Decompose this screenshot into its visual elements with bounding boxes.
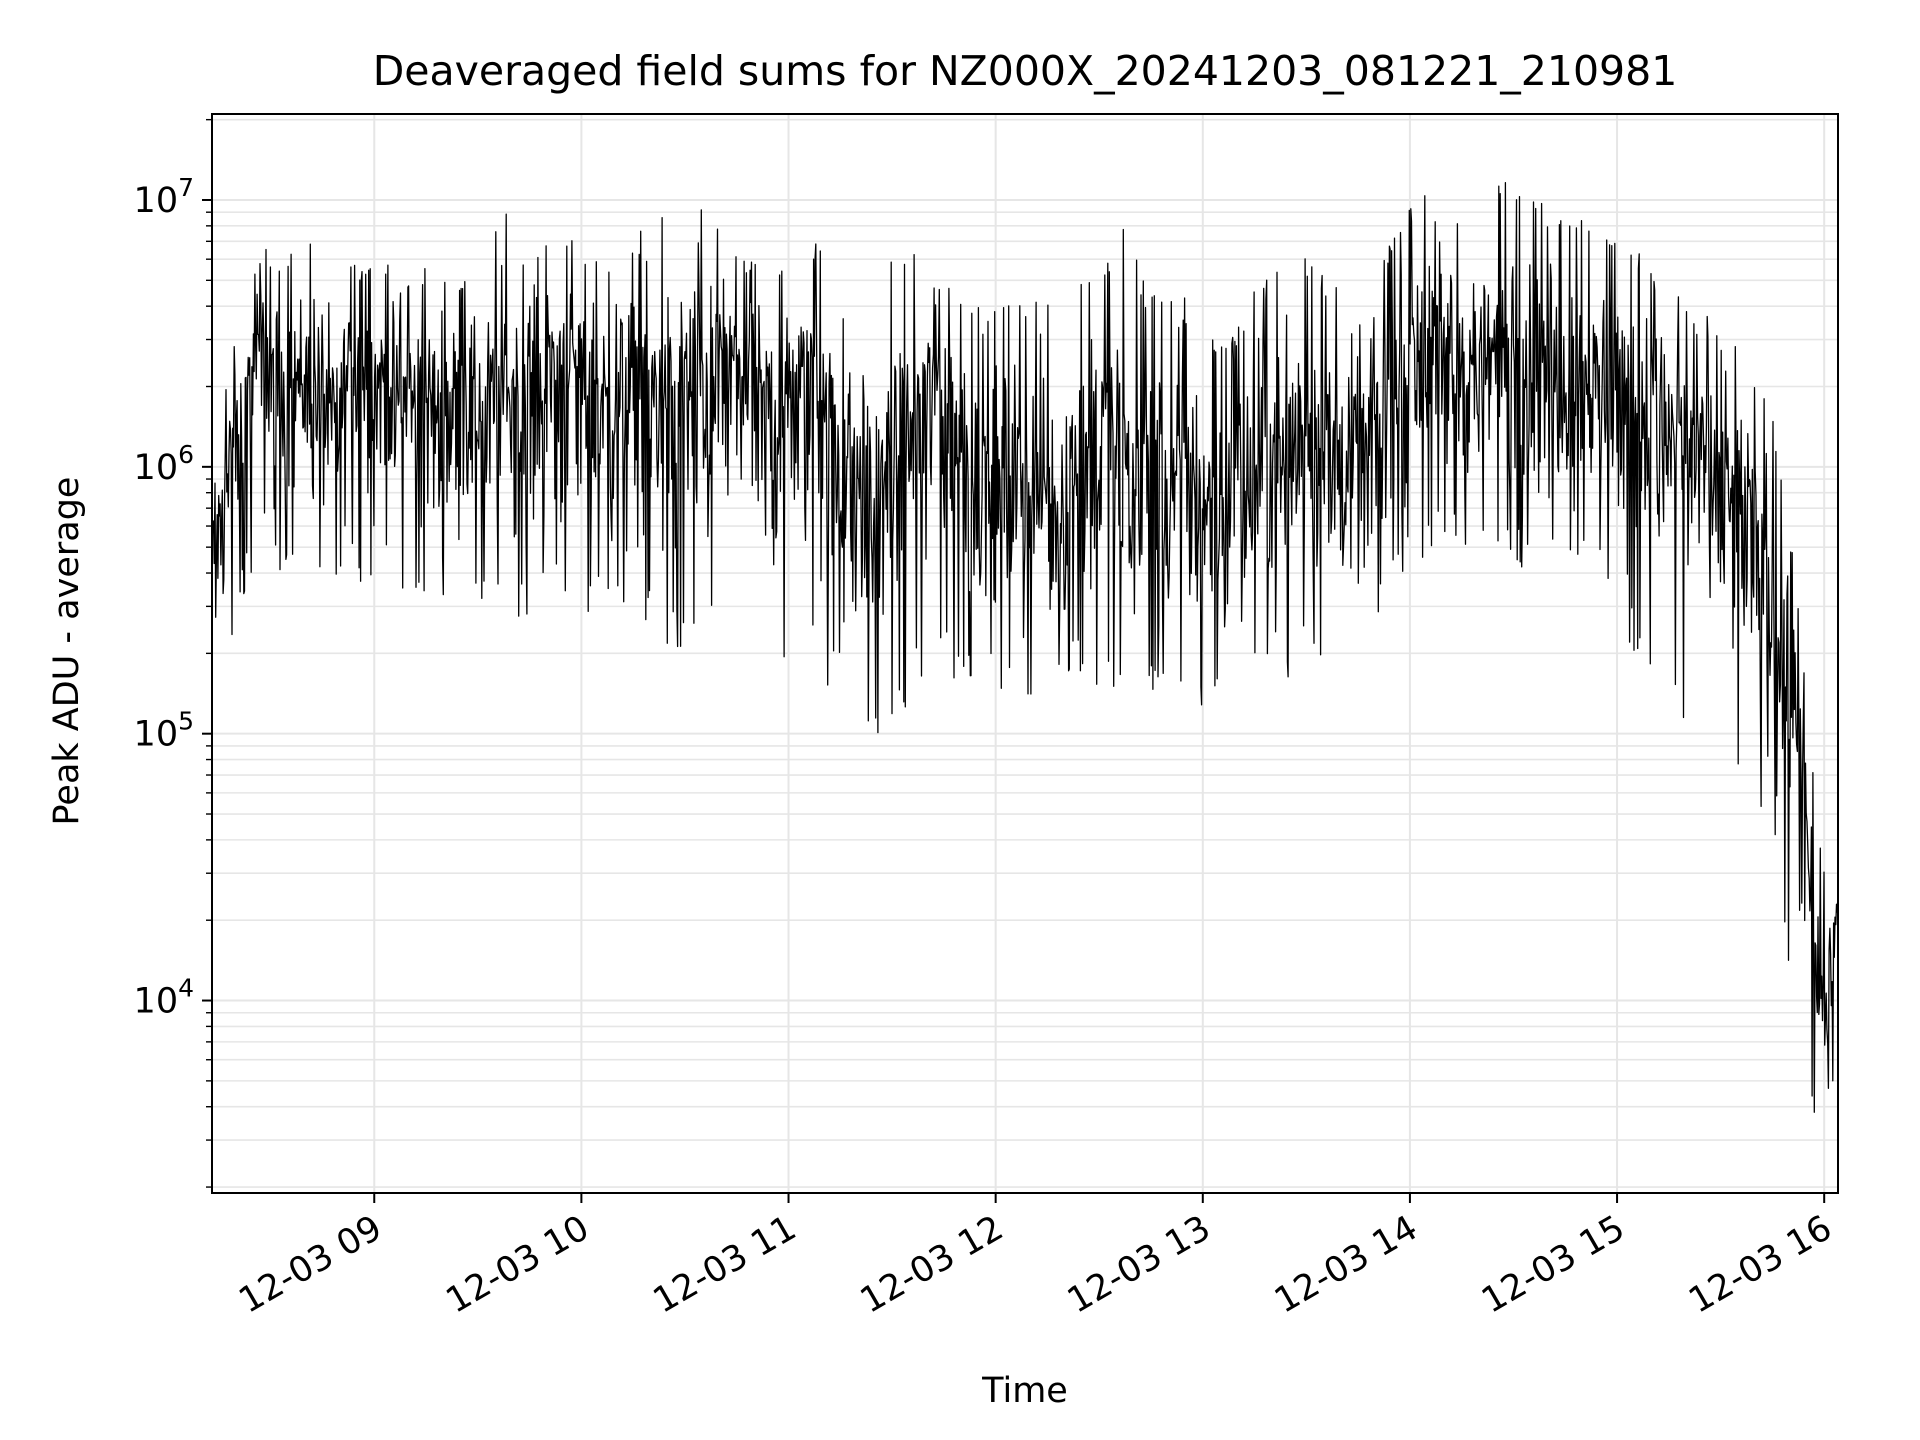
y-axis: 104 105 106 107	[134, 118, 212, 1188]
x-tick-label: 12-03 11	[647, 1208, 803, 1321]
x-tick-label: 12-03 13	[1061, 1208, 1217, 1321]
x-tick-label: 12-03 15	[1475, 1208, 1631, 1321]
x-tick-label: 12-03 09	[232, 1208, 388, 1321]
x-tick-label: 12-03 10	[440, 1208, 596, 1321]
x-axis: 12-03 09 12-03 10 12-03 11 12-03 12 12-03 13…	[232, 1193, 1839, 1321]
y-tick-label: 106	[134, 440, 194, 488]
grid	[212, 114, 1838, 1193]
x-tick-label: 12-03 12	[854, 1208, 1010, 1321]
y-tick-label: 107	[134, 173, 194, 221]
x-tick-label: 12-03 16	[1682, 1208, 1838, 1321]
chart-title: Deaveraged field sums for NZ000X_2024120…	[373, 47, 1678, 95]
series-line	[211, 182, 1839, 1113]
y-axis-label: Peak ADU - average	[47, 477, 87, 826]
x-tick-label: 12-03 14	[1268, 1208, 1424, 1321]
series-line-group	[211, 182, 1839, 1113]
y-tick-label: 104	[134, 974, 194, 1022]
y-tick-label: 105	[134, 707, 194, 755]
x-axis-label: Time	[981, 1371, 1068, 1411]
